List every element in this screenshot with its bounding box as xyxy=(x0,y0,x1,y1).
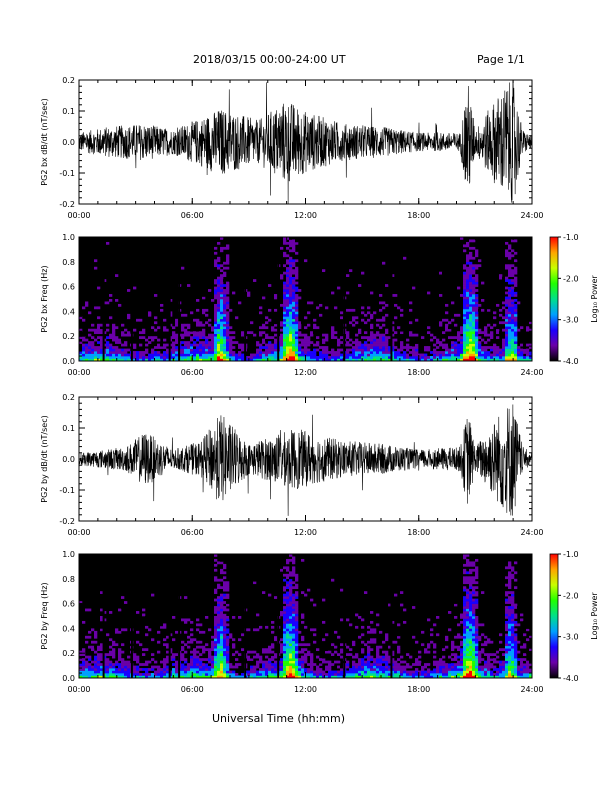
x-tick-label: 24:00 xyxy=(520,528,543,537)
x-tick-label: 18:00 xyxy=(407,211,430,220)
data-gap-line xyxy=(277,237,280,361)
x-tick-label: 00:00 xyxy=(67,368,90,377)
colorbar-tick-label: -3.0 xyxy=(563,316,579,325)
y-axis-label: PG2 bx Freq (Hz) xyxy=(40,265,49,332)
x-tick-label: 06:00 xyxy=(181,528,204,537)
colorbar-tick-label: -3.0 xyxy=(563,633,579,642)
data-gap-line xyxy=(178,554,181,678)
y-tick-label: 1.0 xyxy=(62,550,75,559)
colorbar-tick-label: -2.0 xyxy=(563,591,579,600)
y-tick-label: 0.1 xyxy=(62,424,75,433)
data-gap-line xyxy=(102,554,105,678)
data-gap-line xyxy=(168,237,171,361)
data-gap-line xyxy=(130,237,133,361)
by-time-series-panel: 0.2 0.1 0.0 -0.1 -0.2 00:00 06:00 12:00 18:00 24:… xyxy=(40,393,544,537)
bx-spectrogram-panel: 1.0 0.8 0.6 0.4 0.2 0.0 00:00 06:00 12:00 18:00 24… xyxy=(40,233,544,377)
x-tick-label: 18:00 xyxy=(407,528,430,537)
colorbar-gradient xyxy=(549,553,559,679)
x-tick-label: 06:00 xyxy=(181,685,204,694)
page-indicator: Page 1/1 xyxy=(477,53,525,66)
colorbar-tick-label: -1.0 xyxy=(563,550,579,559)
x-tick-label: 24:00 xyxy=(520,211,543,220)
x-tick-label: 00:00 xyxy=(67,528,90,537)
data-gap-line xyxy=(244,237,247,361)
y-tick-label: 0.2 xyxy=(62,393,75,402)
colorbar-tick-label: -4.0 xyxy=(563,674,579,683)
signal-trace xyxy=(78,404,533,516)
x-tick-label: 24:00 xyxy=(520,685,543,694)
data-gap-line xyxy=(168,554,171,678)
data-gap-line xyxy=(277,554,280,678)
y-tick-label: 0.2 xyxy=(62,332,75,341)
y-tick-label: 1.0 xyxy=(62,233,75,242)
x-tick-label: 12:00 xyxy=(294,211,317,220)
y-tick-label: 0.4 xyxy=(62,307,75,316)
y-tick-label: 0.2 xyxy=(62,76,75,85)
data-gap-line xyxy=(343,237,346,361)
data-gap-line xyxy=(390,237,393,361)
colorbar-tick-label: -2.0 xyxy=(563,274,579,283)
x-tick-label: 06:00 xyxy=(181,211,204,220)
x-tick-label: 00:00 xyxy=(67,685,90,694)
x-tick-label: 00:00 xyxy=(67,211,90,220)
data-gap-line xyxy=(178,237,181,361)
x-tick-label: 18:00 xyxy=(407,685,430,694)
colorbar-tick-label: -1.0 xyxy=(563,233,579,242)
bx-time-series-panel: 0.2 0.1 0.0 -0.1 -0.2 00:00 06:00 12:00 18:00 24:… xyxy=(40,76,544,220)
x-tick-label: 06:00 xyxy=(181,368,204,377)
y-tick-label: 0.2 xyxy=(62,649,75,658)
x-tick-label: 18:00 xyxy=(407,368,430,377)
x-tick-label: 24:00 xyxy=(520,368,543,377)
y-axis-label: PG2 bx dB/dt (nT/sec) xyxy=(40,98,49,185)
y-tick-label: 0.1 xyxy=(62,107,75,116)
by-spectrogram-panel: 1.0 0.8 0.6 0.4 0.2 0.0 00:00 06:00 12:00 18:00 24… xyxy=(40,550,544,694)
y-tick-label: -0.2 xyxy=(59,517,75,526)
data-gap-line xyxy=(244,554,247,678)
x-tick-label: 12:00 xyxy=(294,528,317,537)
data-gap-line xyxy=(343,554,346,678)
y-tick-label: 0.0 xyxy=(62,674,75,683)
y-tick-label: 0.6 xyxy=(62,283,75,292)
colorbar-label: Log₁₀ Power xyxy=(590,592,599,640)
y-tick-label: 0.8 xyxy=(62,258,75,267)
y-tick-label: 0.4 xyxy=(62,624,75,633)
colorbar-1: -1.0 -2.0 -3.0 -4.0 Log₁₀ Power xyxy=(549,233,599,366)
x-tick-label: 12:00 xyxy=(294,685,317,694)
y-tick-label: 0.6 xyxy=(62,600,75,609)
y-tick-label: 0.0 xyxy=(62,138,75,147)
y-tick-label: -0.1 xyxy=(59,169,75,178)
y-tick-label: -0.1 xyxy=(59,486,75,495)
report-title: 2018/03/15 00:00-24:00 UT xyxy=(193,53,346,66)
colorbar-2: -1.0 -2.0 -3.0 -4.0 Log₁₀ Power xyxy=(549,550,599,683)
data-gap-line xyxy=(390,554,393,678)
x-axis-title: Universal Time (hh:mm) xyxy=(212,712,345,725)
x-tick-label: 12:00 xyxy=(294,368,317,377)
y-tick-label: 0.0 xyxy=(62,455,75,464)
colorbar-label: Log₁₀ Power xyxy=(590,275,599,323)
colorbar-gradient xyxy=(549,236,559,362)
y-tick-label: 0.8 xyxy=(62,575,75,584)
colorbar-tick-label: -4.0 xyxy=(563,357,579,366)
y-axis-label: PG2 by dB/dt (nT/sec) xyxy=(40,415,49,502)
y-axis-label: PG2 by Freq (Hz) xyxy=(40,582,49,649)
data-gap-line xyxy=(102,237,105,361)
signal-trace xyxy=(78,80,533,205)
y-tick-label: -0.2 xyxy=(59,200,75,209)
data-gap-line xyxy=(130,554,133,678)
y-tick-label: 0.0 xyxy=(62,357,75,366)
